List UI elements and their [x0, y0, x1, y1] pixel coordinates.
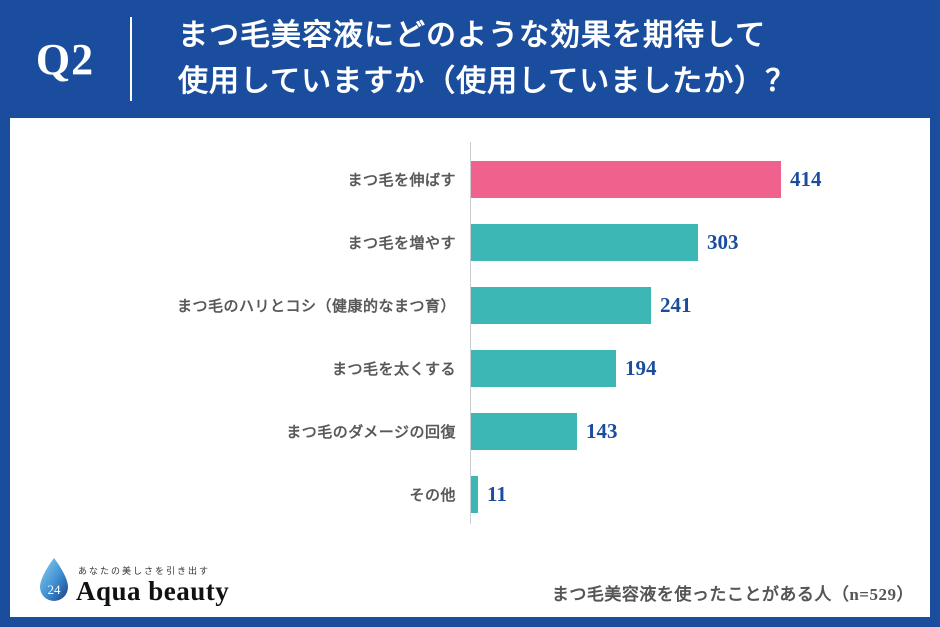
bar-value: 241	[660, 293, 692, 317]
category-label: その他	[409, 487, 456, 504]
bar-value: 194	[625, 356, 657, 380]
bar-chart: まつ毛を伸ばす 414 まつ毛を増やす 303 まつ毛のハリとコシ（健康的なまつ…	[10, 118, 930, 526]
title-line-1: まつ毛美容液にどのような効果を期待して	[178, 18, 767, 52]
title-line-2: 使用していますか（使用していましたか）？	[178, 65, 797, 98]
header-divider	[130, 17, 132, 101]
header: Q2 まつ毛美容液にどのような効果を期待して 使用していますか（使用していました…	[0, 0, 940, 118]
chart-row: まつ毛を増やす 303	[10, 211, 930, 274]
bar-area: 11	[470, 463, 930, 526]
chart-row: まつ毛を伸ばす 414	[10, 148, 930, 211]
bar-value: 303	[707, 230, 739, 254]
bar	[470, 287, 651, 324]
bar-value: 414	[790, 167, 822, 191]
bar	[470, 413, 577, 450]
bar-area: 303	[470, 211, 930, 274]
logo-text: あなたの美しさを引き出す Aqua beauty	[76, 564, 229, 605]
chart-row: まつ毛のダメージの回復 143	[10, 400, 930, 463]
bar	[470, 350, 616, 387]
chart-axis-line	[470, 142, 471, 524]
question-number: Q2	[35, 34, 95, 84]
panel-footer: 24 あなたの美しさを引き出す Aqua beauty まつ毛美容液を使ったこと…	[10, 526, 930, 617]
category-label: まつ毛を太くする	[331, 361, 456, 378]
bar-value: 11	[487, 482, 507, 506]
category-label: まつ毛を伸ばす	[347, 172, 456, 189]
chart-panel: まつ毛を伸ばす 414 まつ毛を増やす 303 まつ毛のハリとコシ（健康的なまつ…	[10, 118, 930, 617]
bar	[470, 476, 478, 513]
water-drop-icon: 24	[40, 558, 68, 601]
logo-mark: 24	[48, 582, 62, 597]
logo-tagline: あなたの美しさを引き出す	[78, 566, 211, 576]
bar	[470, 224, 698, 261]
brand-logo: 24 あなたの美しさを引き出す Aqua beauty	[36, 557, 229, 605]
logo-name: Aqua beauty	[76, 576, 230, 606]
bar-area: 241	[470, 274, 930, 337]
chart-row: まつ毛のハリとコシ（健康的なまつ育） 241	[10, 274, 930, 337]
chart-row: その他 11	[10, 463, 930, 526]
category-label: まつ毛のハリとコシ（健康的なまつ育）	[176, 298, 456, 315]
bar-area: 143	[470, 400, 930, 463]
bar-area: 194	[470, 337, 930, 400]
sample-size-note: まつ毛美容液を使ったことがある人（n=529）	[551, 585, 914, 604]
chart-row: まつ毛を太くする 194	[10, 337, 930, 400]
page-title: まつ毛美容液にどのような効果を期待して 使用していますか（使用していましたか）？	[178, 13, 796, 106]
bar	[470, 161, 781, 198]
bar-area: 414	[470, 148, 930, 211]
bar-value: 143	[586, 419, 618, 443]
category-label: まつ毛のダメージの回復	[286, 424, 456, 441]
category-label: まつ毛を増やす	[347, 235, 456, 252]
